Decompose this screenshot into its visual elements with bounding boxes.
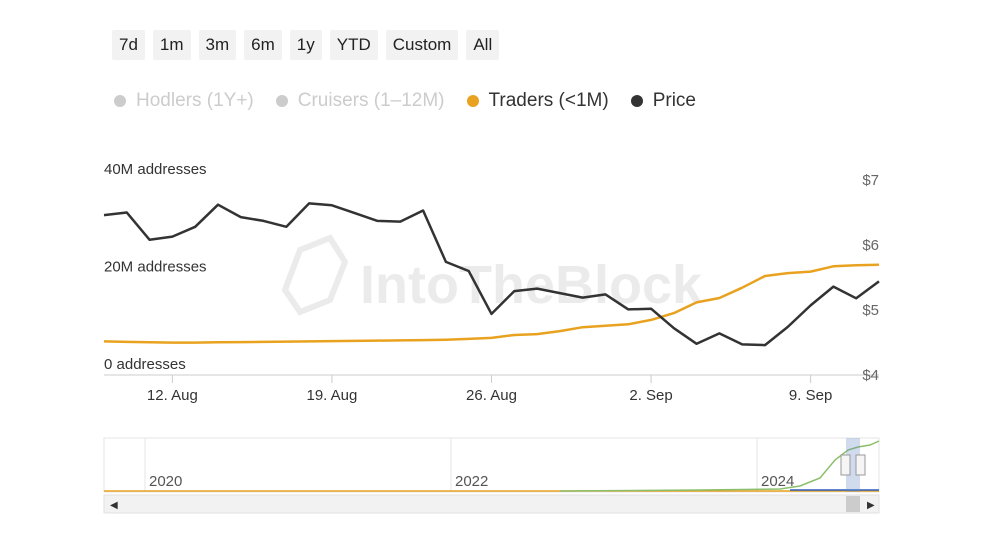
y-left-tick-label: 0 addresses <box>104 356 186 373</box>
x-tick-label: 19. Aug <box>306 387 357 404</box>
navigator-hodlers-line <box>559 440 880 492</box>
legend-dot-icon <box>466 95 479 107</box>
y-right-tick-label: $5 <box>862 302 879 319</box>
y-left-tick-label: 20M addresses <box>104 259 207 276</box>
x-tick-label: 2. Sep <box>629 387 672 404</box>
legend-label: Cruisers (1–12M) <box>297 90 445 111</box>
scrollbar-track <box>103 494 880 514</box>
scrollbar-thumb <box>846 496 860 512</box>
watermark-text: IntoTheBlock <box>360 255 703 315</box>
legend-item[interactable]: Price <box>630 90 696 112</box>
navigator[interactable]: 2020 2022 2024 ◀ ▶ <box>103 437 880 514</box>
legend-dot-icon <box>275 95 288 107</box>
scroll-left-arrow-icon: ◀ <box>110 500 118 511</box>
y-left-tick-label: 40M addresses <box>104 161 207 178</box>
legend: Hodlers (1Y+) Cruisers (1–12M) Traders (<1… <box>114 90 696 112</box>
legend-label: Traders (<1M) <box>488 90 609 111</box>
range-selector: 7d 1m 3m 6m 1y YTD Custom All <box>112 30 500 60</box>
legend-item[interactable]: Hodlers (1Y+) <box>114 90 254 112</box>
range-button-6m[interactable]: 6m <box>244 30 282 60</box>
range-button-1m[interactable]: 1m <box>152 30 191 60</box>
legend-dot-icon <box>630 95 643 107</box>
range-button-custom[interactable]: Custom <box>385 30 459 60</box>
x-tick-label: 9. Sep <box>789 387 832 404</box>
series-line-price <box>103 202 880 347</box>
legend-label: Hodlers (1Y+) <box>136 90 254 111</box>
legend-item[interactable]: Traders (<1M) <box>466 90 609 112</box>
range-button-3m[interactable]: 3m <box>198 30 237 60</box>
x-tick-label: 12. Aug <box>147 387 198 404</box>
y-right-tick-label: $6 <box>862 237 879 254</box>
watermark-logo <box>281 234 349 316</box>
legend-label: Price <box>652 90 696 111</box>
navigator-year-label: 2020 <box>149 473 182 490</box>
navigator-frame <box>103 437 880 493</box>
y-right-tick-label: $7 <box>862 172 879 189</box>
range-button-7d[interactable]: 7d <box>112 30 145 60</box>
range-button-ytd[interactable]: YTD <box>329 30 378 60</box>
legend-item[interactable]: Cruisers (1–12M) <box>275 90 445 112</box>
navigator-year-label: 2022 <box>455 473 488 490</box>
range-button-all[interactable]: All <box>466 30 500 60</box>
plot-area: 0 addresses 20M addresses 40M addresses $4 $… <box>103 161 880 404</box>
navigator-selection <box>846 438 860 492</box>
y-right-tick-label: $4 <box>862 367 879 384</box>
watermark: IntoTheBlock <box>281 234 703 316</box>
navigator-year-label: 2024 <box>761 473 794 490</box>
series-line-traders <box>103 263 880 344</box>
range-button-1y[interactable]: 1y <box>289 30 322 60</box>
x-tick-label: 26. Aug <box>466 387 517 404</box>
navigator-handle-left <box>840 454 851 476</box>
scroll-right-arrow-icon: ▶ <box>867 500 875 511</box>
navigator-handle-right <box>855 454 866 476</box>
legend-dot-icon <box>114 95 126 107</box>
